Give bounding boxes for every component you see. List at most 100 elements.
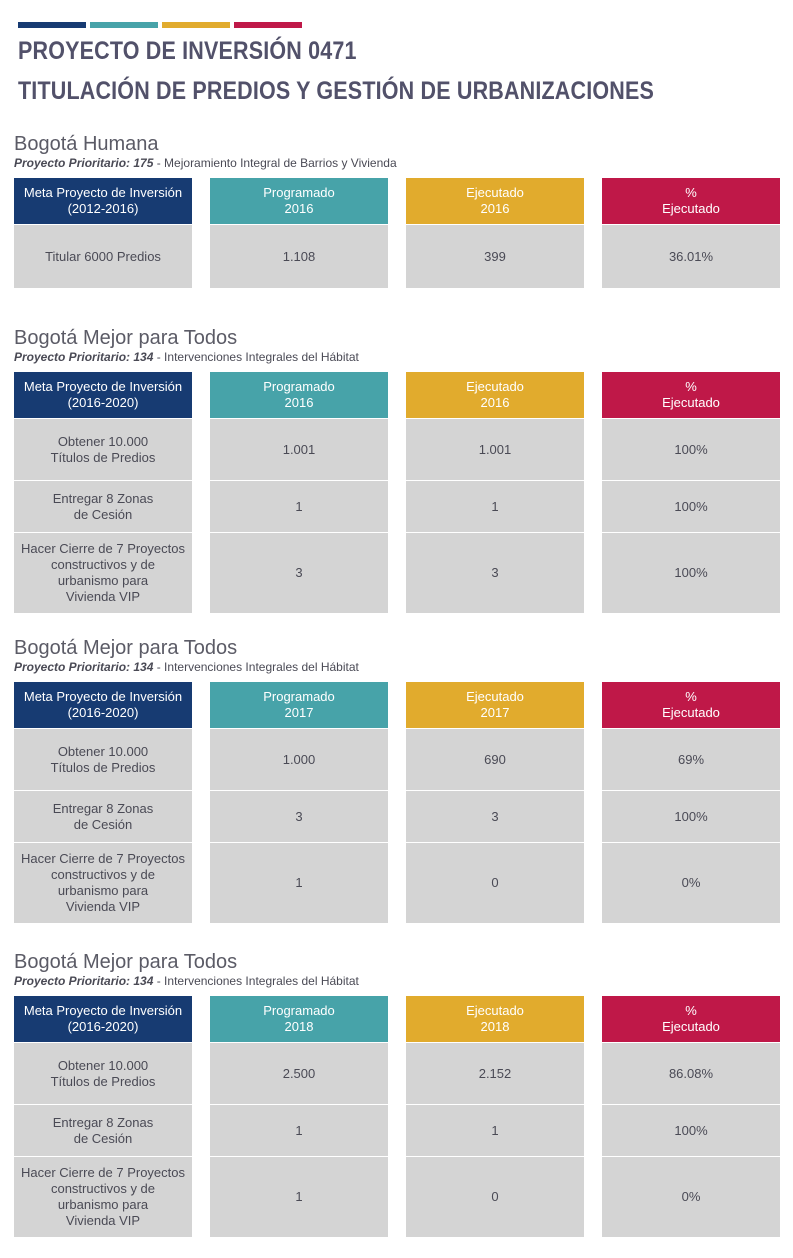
cell-value: 36.01% <box>668 248 714 264</box>
cell-value: 3 <box>295 565 303 580</box>
cell-porcentaje: 86.08% <box>602 1043 780 1104</box>
cell-value: Titular 6000 Predios <box>45 248 161 264</box>
color-bar-gold <box>162 22 230 28</box>
header-meta: Meta Proyecto de Inversión (2016-2020) <box>14 682 192 728</box>
header-label: % Ejecutado <box>662 379 720 410</box>
header-label: Programado 2018 <box>263 1003 335 1034</box>
header-ejecutado: Ejecutado 2016 <box>406 372 584 418</box>
header-label: Ejecutado 2017 <box>466 689 524 720</box>
section-title: Bogotá Mejor para Todos <box>14 327 238 349</box>
cell-programado: 2.500 <box>210 1043 388 1104</box>
header-ejecutado: Ejecutado 2018 <box>406 996 584 1042</box>
cell-value: 1.001 <box>478 441 512 457</box>
project-description: - Mejoramiento Integral de Barrios y Viv… <box>153 156 397 170</box>
cell-value: 0% <box>681 875 701 890</box>
cell-ejecutado: 1 <box>406 481 584 532</box>
cell-ejecutado: 0 <box>406 1157 584 1237</box>
cell-meta: Entregar 8 Zonas de Cesión <box>14 1105 192 1156</box>
cell-value: 1 <box>295 1189 303 1204</box>
project-description: - Intervenciones Integrales del Hábitat <box>153 350 359 364</box>
cell-programado: 1 <box>210 843 388 923</box>
cell-meta: Hacer Cierre de 7 Proyectos constructivo… <box>14 843 192 923</box>
section-subtitle: Proyecto Prioritario: 134 - Intervencion… <box>14 660 780 674</box>
project-description: - Intervenciones Integrales del Hábitat <box>153 660 359 674</box>
cell-value: 0 <box>491 875 499 890</box>
page-title-line2: TITULACIÓN DE PREDIOS Y GESTIÓN DE URBAN… <box>18 77 654 105</box>
cell-porcentaje: 69% <box>602 729 780 790</box>
cell-value: 1 <box>295 875 303 890</box>
cell-meta: Obtener 10.000 Títulos de Predios <box>14 729 192 790</box>
cell-value: Obtener 10.000 Títulos de Predios <box>50 743 156 775</box>
cell-ejecutado: 3 <box>406 533 584 613</box>
cell-ejecutado: 1 <box>406 1105 584 1156</box>
section-3: Bogotá Mejor para Todos Proyecto Priorita… <box>14 637 780 923</box>
cell-value: Entregar 8 Zonas de Cesión <box>52 1114 154 1146</box>
cell-value: 1.000 <box>282 751 316 767</box>
cell-meta: Hacer Cierre de 7 Proyectos constructivo… <box>14 1157 192 1237</box>
cell-value: Hacer Cierre de 7 Proyectos constructivo… <box>20 541 185 604</box>
cell-value: 1 <box>491 498 499 514</box>
cell-value: 1.001 <box>282 441 316 457</box>
header-porcentaje: % Ejecutado <box>602 372 780 418</box>
header-meta: Meta Proyecto de Inversión (2016-2020) <box>14 996 192 1042</box>
cell-ejecutado: 399 <box>406 225 584 288</box>
cell-porcentaje: 0% <box>602 1157 780 1237</box>
header-label: % Ejecutado <box>662 689 720 720</box>
cell-meta: Entregar 8 Zonas de Cesión <box>14 791 192 842</box>
cell-porcentaje: 100% <box>602 533 780 613</box>
header-ejecutado: Ejecutado 2016 <box>406 178 584 224</box>
header-label: Meta Proyecto de Inversión (2016-2020) <box>23 1003 183 1034</box>
project-code: Proyecto Prioritario: 134 <box>14 974 154 988</box>
cell-programado: 1.001 <box>210 419 388 480</box>
cell-programado: 1 <box>210 1157 388 1237</box>
section-title: Bogotá Mejor para Todos <box>14 637 238 659</box>
cell-ejecutado: 0 <box>406 843 584 923</box>
cell-value: 100% <box>674 441 708 457</box>
header-label: Programado 2016 <box>263 379 335 410</box>
cell-value: 3 <box>491 808 499 824</box>
cell-value: Hacer Cierre de 7 Proyectos constructivo… <box>20 1165 185 1228</box>
header-label: % Ejecutado <box>662 1003 720 1034</box>
project-code: Proyecto Prioritario: 134 <box>14 660 154 674</box>
cell-meta: Obtener 10.000 Títulos de Predios <box>14 1043 192 1104</box>
project-code: Proyecto Prioritario: 175 <box>14 156 154 170</box>
cell-value: 2.152 <box>478 1065 512 1081</box>
color-bar-crimson <box>234 22 302 28</box>
header-label: Meta Proyecto de Inversión (2012-2016) <box>23 185 183 216</box>
cell-ejecutado: 3 <box>406 791 584 842</box>
cell-porcentaje: 100% <box>602 419 780 480</box>
header-programado: Programado 2016 <box>210 178 388 224</box>
cell-value: 3 <box>295 808 303 824</box>
cell-value: 399 <box>484 248 506 264</box>
header-programado: Programado 2017 <box>210 682 388 728</box>
header-meta: Meta Proyecto de Inversión (2012-2016) <box>14 178 192 224</box>
cell-programado: 3 <box>210 791 388 842</box>
cell-value: 3 <box>491 565 499 580</box>
section-title: Bogotá Mejor para Todos <box>14 951 238 973</box>
project-code: Proyecto Prioritario: 134 <box>14 350 154 364</box>
cell-porcentaje: 0% <box>602 843 780 923</box>
project-description: - Intervenciones Integrales del Hábitat <box>153 974 359 988</box>
header-label: Programado 2016 <box>263 185 335 216</box>
cell-programado: 1 <box>210 481 388 532</box>
header-label: % Ejecutado <box>662 185 720 216</box>
cell-value: 1 <box>295 1122 303 1138</box>
header-programado: Programado 2016 <box>210 372 388 418</box>
cell-value: 100% <box>674 565 708 580</box>
header-programado: Programado 2018 <box>210 996 388 1042</box>
header-label: Ejecutado 2016 <box>466 185 524 216</box>
cell-meta: Hacer Cierre de 7 Proyectos constructivo… <box>14 533 192 613</box>
cell-programado: 1.108 <box>210 225 388 288</box>
header-label: Ejecutado 2016 <box>466 379 524 410</box>
cell-value: Hacer Cierre de 7 Proyectos constructivo… <box>20 851 185 914</box>
header-porcentaje: % Ejecutado <box>602 996 780 1042</box>
cell-value: 690 <box>484 751 506 767</box>
cell-meta: Titular 6000 Predios <box>14 225 192 288</box>
cell-value: 100% <box>674 808 708 824</box>
header-label: Meta Proyecto de Inversión (2016-2020) <box>23 689 183 720</box>
cell-porcentaje: 36.01% <box>602 225 780 288</box>
cell-ejecutado: 1.001 <box>406 419 584 480</box>
cell-meta: Entregar 8 Zonas de Cesión <box>14 481 192 532</box>
section-1: Bogotá Humana Proyecto Prioritario: 175 -… <box>14 133 780 288</box>
cell-value: Obtener 10.000 Títulos de Predios <box>50 433 156 465</box>
